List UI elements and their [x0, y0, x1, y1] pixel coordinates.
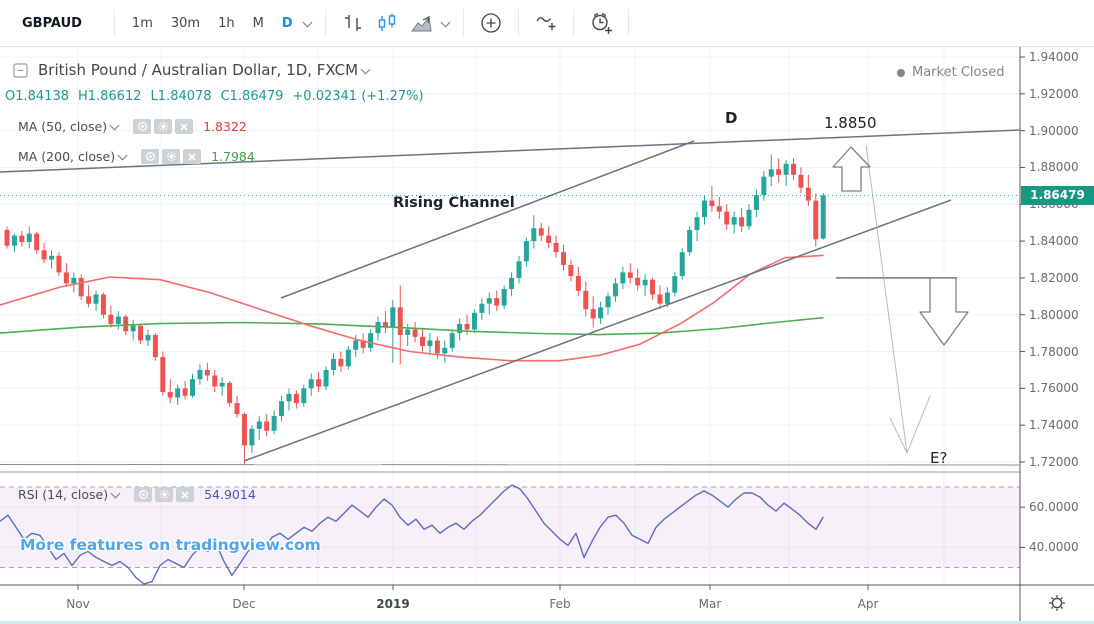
timeframe-chevron-down-icon[interactable] [302, 17, 313, 27]
candle-chart-style-icon[interactable] [372, 8, 402, 38]
price-axis-label: 1.78000 [1029, 344, 1079, 359]
gear-icon[interactable] [154, 119, 173, 134]
eye-icon[interactable] [141, 149, 160, 164]
ma200-buttons [138, 149, 202, 164]
rsi-chevron-down-icon[interactable] [110, 488, 121, 499]
symbol-title[interactable]: British Pound / Australian Dollar, 1D, F… [38, 61, 359, 79]
wave-label-d[interactable]: D [725, 109, 738, 127]
price-axis-label: 1.90000 [1029, 123, 1079, 138]
collapse-legend-icon[interactable] [13, 62, 28, 78]
price-axis-label: 1.92000 [1029, 86, 1079, 101]
gear-icon[interactable] [155, 487, 174, 502]
rising-channel-label[interactable]: Rising Channel [393, 195, 515, 211]
price-axis-label: 1.74000 [1029, 418, 1079, 433]
ma50-legend-row: MA (50, close) 1.8322 [18, 119, 247, 134]
rsi-axis-label: 60.0000 [1029, 500, 1079, 515]
rsi-axis-label: 40.0000 [1029, 540, 1079, 555]
chart-style-chevron-down-icon[interactable] [440, 17, 451, 27]
ma50-value: 1.8322 [203, 119, 247, 134]
time-axis-label-mar: Mar [698, 597, 722, 611]
ohlc-low: L1.84078 [150, 89, 212, 104]
time-axis-label-2019: 2019 [376, 597, 410, 611]
symbol-legend-row: British Pound / Australian Dollar, 1D, F… [13, 61, 373, 79]
timeframe-button-1m[interactable]: 1m [131, 15, 153, 31]
close-icon[interactable] [176, 487, 195, 502]
ohlc-change: +0.02341 (+1.27%) [292, 89, 424, 104]
ma200-label[interactable]: MA (200, close) [18, 149, 116, 164]
current-price-tag: 1.86479 [1021, 185, 1094, 205]
area-chart-style-icon[interactable] [406, 8, 436, 38]
ohlc-high: H1.86612 [78, 89, 142, 104]
timeframe-button-d[interactable]: D [281, 15, 293, 31]
ma200-value: 1.7984 [211, 149, 255, 164]
ma50-buttons [130, 119, 194, 134]
toolbar-divider [572, 9, 574, 37]
resistance-price-label[interactable]: 1.8850 [824, 114, 877, 132]
price-axis-label: 1.94000 [1029, 50, 1079, 64]
timeframe-group: 1m 30m 1h M D [125, 12, 300, 35]
compare-symbol-icon[interactable] [531, 8, 561, 38]
market-status-badge: Market Closed [897, 65, 1005, 80]
market-closed-text: Market Closed [912, 65, 1005, 80]
indicators-icon[interactable] [476, 8, 506, 38]
price-axis-label: 1.84000 [1029, 234, 1079, 249]
ohlc-row: O1.84138 H1.86612 L1.84078 C1.86479 +0.0… [5, 89, 433, 104]
gear-icon[interactable] [162, 149, 181, 164]
rsi-legend-row: RSI (14, close) 54.9014 [18, 487, 256, 502]
ma200-legend-row: MA (200, close) 1.7984 [18, 149, 255, 164]
rsi-buttons [131, 487, 195, 502]
wave-label-e[interactable]: E? [930, 449, 948, 467]
ma50-chevron-down-icon[interactable] [109, 120, 120, 131]
symbol-title-chevron-down-icon[interactable] [360, 64, 371, 74]
alert-clock-icon[interactable] [586, 8, 616, 38]
eye-icon[interactable] [134, 487, 153, 502]
top-toolbar: GBPAUD 1m 30m 1h M D [0, 0, 1094, 47]
close-icon[interactable] [183, 149, 202, 164]
close-icon[interactable] [175, 119, 194, 134]
ohlc-open: O1.84138 [5, 89, 69, 104]
toolbar-divider [113, 9, 115, 37]
timeframe-button-1h[interactable]: 1h [218, 15, 235, 31]
toolbar-divider [517, 9, 519, 37]
axis-settings-gear-icon[interactable] [1020, 585, 1094, 621]
time-axis-label-feb: Feb [549, 597, 571, 611]
rsi-value: 54.9014 [204, 487, 256, 502]
price-axis-label: 1.82000 [1029, 270, 1079, 285]
rsi-label[interactable]: RSI (14, close) [18, 487, 109, 502]
ma200-chevron-down-icon[interactable] [117, 150, 128, 161]
bar-chart-style-icon[interactable] [338, 8, 368, 38]
price-axis-label: 1.76000 [1029, 381, 1079, 396]
toolbar-divider [462, 9, 464, 37]
price-axis-label: 1.72000 [1029, 454, 1079, 469]
timeframe-button-30m[interactable]: 30m [170, 15, 201, 31]
market-closed-dot-icon [897, 68, 905, 77]
ohlc-close: C1.86479 [220, 89, 284, 104]
timeframe-button-m[interactable]: M [252, 15, 264, 31]
price-axis-label: 1.80000 [1029, 307, 1079, 322]
tradingview-watermark-link[interactable]: More features on tradingview.com [20, 536, 321, 554]
time-axis-label-apr: Apr [857, 597, 879, 611]
toolbar-divider [324, 9, 326, 37]
symbol-search-button[interactable]: GBPAUD [22, 15, 82, 31]
time-axis-label-nov: Nov [66, 597, 90, 611]
eye-icon[interactable] [133, 119, 152, 134]
price-axis-label: 1.88000 [1029, 160, 1079, 175]
toolbar-divider [627, 9, 629, 37]
time-axis-label-dec: Dec [232, 597, 256, 611]
ma50-label[interactable]: MA (50, close) [18, 119, 108, 134]
